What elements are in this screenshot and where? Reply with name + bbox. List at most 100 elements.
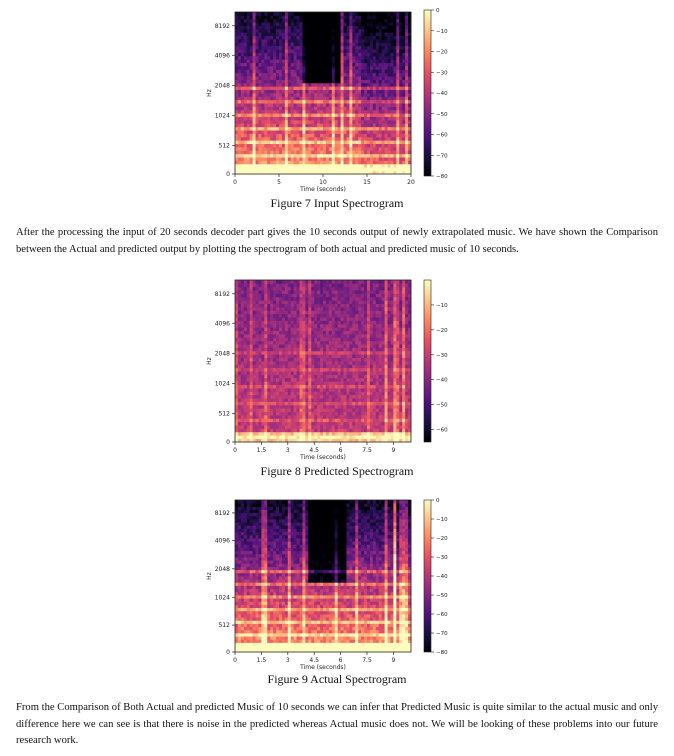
spectrogram-cell	[279, 106, 283, 111]
spectrogram-cell	[252, 35, 256, 40]
spectrogram-cell	[246, 340, 251, 345]
spectrogram-cell	[270, 49, 274, 53]
spectrogram-cell	[325, 66, 330, 70]
spectrogram-cell	[320, 421, 324, 426]
spectrogram-cell	[290, 55, 295, 60]
spectrogram-cell	[320, 286, 324, 291]
spectrogram-cell	[367, 76, 371, 80]
spectrogram-cell	[258, 438, 262, 443]
spectrogram-cell	[387, 153, 391, 158]
spectrogram-cell	[267, 350, 271, 355]
spectrogram-cell	[364, 39, 368, 43]
spectrogram-cell	[261, 35, 265, 40]
spectrogram-cell	[296, 307, 300, 311]
spectrogram-cell	[305, 320, 309, 325]
spectrogram-cell	[381, 72, 385, 77]
spectrogram-cell	[320, 391, 324, 396]
spectrogram-cell	[287, 286, 292, 291]
spectrogram-cell	[378, 109, 383, 114]
spectrogram-cell	[323, 300, 327, 305]
spectrogram-cell	[287, 167, 292, 172]
spectrogram-cell	[279, 99, 283, 104]
spectrogram-cell	[378, 25, 383, 30]
spectrogram-cell	[314, 66, 318, 70]
spectrogram-cell	[237, 109, 242, 114]
spectrogram-cell	[323, 55, 327, 60]
spectrogram-cell	[311, 42, 315, 47]
spectrogram-cell	[343, 32, 347, 37]
spectrogram-cell	[255, 79, 259, 84]
spectrogram-cell	[299, 150, 303, 155]
spectrogram-cell	[325, 425, 330, 429]
spectrogram-cell	[267, 377, 271, 382]
spectrogram-cell	[375, 126, 380, 131]
spectrogram-cell	[235, 82, 239, 87]
spectrogram-cell	[378, 22, 383, 26]
spectrogram-cell	[279, 120, 283, 124]
spectrogram-cell	[361, 116, 365, 121]
spectrogram-cell	[281, 120, 286, 124]
spectrogram-cell	[261, 438, 265, 443]
spectrogram-cell	[290, 113, 295, 118]
spectrogram-cell	[396, 82, 400, 87]
spectrogram-cell	[308, 76, 312, 80]
spectrogram-cell	[346, 296, 350, 301]
spectrogram-cell	[317, 283, 321, 288]
spectrogram-cell	[299, 93, 303, 97]
spectrogram-cell	[296, 32, 300, 37]
spectrogram-cell	[337, 293, 341, 298]
spectrogram-cell	[273, 347, 277, 352]
spectrogram-cell	[308, 25, 312, 30]
spectrogram-cell	[284, 438, 289, 443]
spectrogram-cell	[323, 45, 327, 50]
spectrogram-cell	[279, 143, 283, 148]
spectrogram-cell	[343, 12, 347, 16]
spectrogram-cell	[346, 157, 350, 161]
spectrogram-cell	[396, 130, 400, 134]
spectrogram-cell	[246, 120, 251, 124]
spectrogram-cell	[314, 334, 318, 338]
spectrogram-cell	[308, 130, 312, 134]
spectrogram-cell	[240, 18, 245, 23]
spectrogram-cell	[270, 357, 274, 362]
spectrogram-cell	[334, 283, 339, 288]
spectrogram-cell	[249, 86, 253, 91]
spectrogram-cell	[299, 415, 303, 419]
spectrogram-cell	[237, 130, 242, 134]
spectrogram-cell	[308, 384, 312, 389]
spectrogram-cell	[352, 106, 356, 111]
spectrogram-cell	[314, 39, 318, 43]
spectrogram-cell	[267, 307, 271, 311]
spectrogram-cell	[281, 89, 286, 94]
spectrogram-cell	[396, 39, 400, 43]
spectrogram-cell	[264, 435, 268, 440]
spectrogram-cell	[279, 89, 283, 94]
spectrogram-cell	[246, 42, 251, 47]
spectrogram-cell	[293, 377, 297, 382]
spectrogram-cell	[287, 388, 292, 392]
spectrogram-cell	[346, 147, 350, 151]
spectrogram-cell	[305, 374, 309, 379]
spectrogram-cell	[261, 394, 265, 399]
spectrogram-cell	[320, 35, 324, 40]
spectrogram-cell	[287, 106, 292, 111]
spectrogram-cell	[325, 317, 330, 321]
spectrogram-cell	[367, 35, 371, 40]
spectrogram-cell	[384, 116, 388, 121]
spectrogram-cell	[314, 86, 318, 91]
spectrogram-cell	[349, 388, 353, 392]
spectrogram-cell	[311, 344, 315, 348]
spectrogram-cell	[352, 160, 356, 165]
spectrogram-cell	[270, 327, 274, 332]
spectrogram-cell	[279, 290, 283, 294]
spectrogram-cell	[237, 45, 242, 50]
spectrogram-cell	[302, 320, 306, 325]
spectrogram-cell	[258, 425, 262, 429]
spectrogram-cell	[325, 307, 330, 311]
spectrogram-cell	[261, 384, 265, 389]
spectrogram-cell	[299, 45, 303, 50]
spectrogram-cell	[358, 99, 362, 104]
spectrogram-cell	[358, 438, 362, 443]
spectrogram-cell	[343, 18, 347, 23]
spectrogram-cell	[334, 340, 339, 345]
